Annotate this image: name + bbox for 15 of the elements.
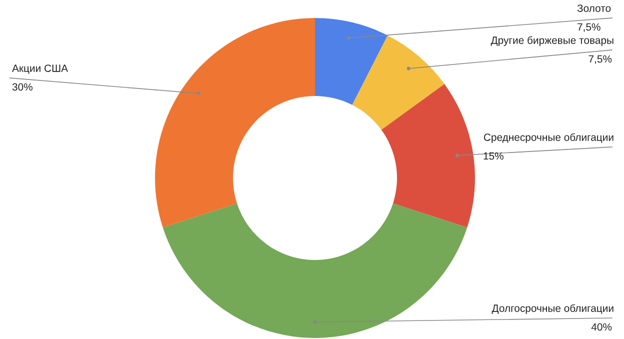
data-label: 15% xyxy=(484,152,504,160)
slice-label: Золото xyxy=(577,4,611,12)
donut-slice xyxy=(315,18,388,105)
slice-label: Другие биржевые товары xyxy=(490,36,614,46)
slice-label: Акции США xyxy=(12,64,68,74)
data-label: 7,5% xyxy=(588,55,612,64)
data-label: 30% xyxy=(12,83,32,91)
slice-label: Среднесрочные облигации xyxy=(484,133,614,143)
data-label: 40% xyxy=(591,323,612,331)
donut-slice xyxy=(162,203,468,338)
donut-slice xyxy=(352,35,444,130)
donut-slice xyxy=(155,18,315,228)
slice-label: Долгосрочные облигации xyxy=(492,304,614,314)
donut-slice xyxy=(381,84,475,228)
data-label: 7,5% xyxy=(578,23,600,32)
